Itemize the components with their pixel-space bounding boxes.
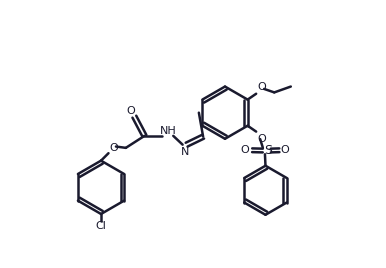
Text: S: S xyxy=(264,144,272,157)
Text: O: O xyxy=(257,134,266,144)
Text: O: O xyxy=(241,145,250,155)
Text: NH: NH xyxy=(160,125,177,136)
Text: O: O xyxy=(280,145,289,155)
Text: Cl: Cl xyxy=(96,221,107,231)
Text: O: O xyxy=(257,82,266,92)
Text: O: O xyxy=(109,143,118,153)
Text: N: N xyxy=(181,147,189,157)
Text: O: O xyxy=(127,106,135,116)
